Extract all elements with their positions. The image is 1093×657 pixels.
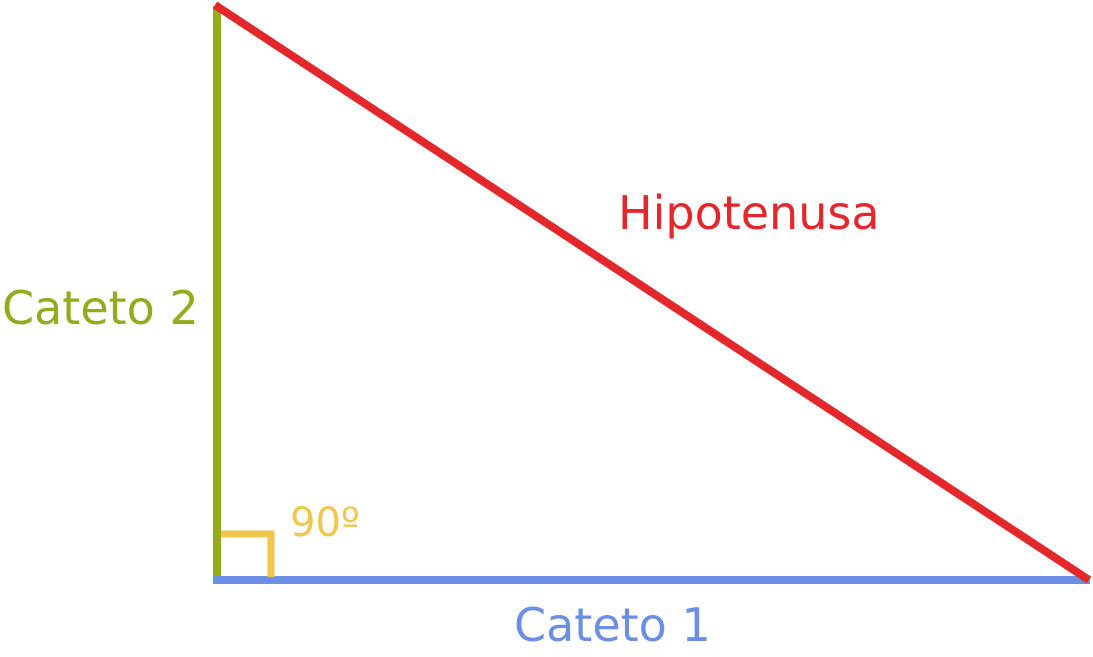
right-angle-marker [221,530,275,577]
leg-vertical-label: Cateto 2 [2,281,199,335]
leg-horizontal-label: Cateto 1 [514,598,711,652]
hypotenuse-line [212,1,1092,584]
angle-label: 90º [290,500,360,546]
hypotenuse-label: Hipotenusa [618,186,880,240]
